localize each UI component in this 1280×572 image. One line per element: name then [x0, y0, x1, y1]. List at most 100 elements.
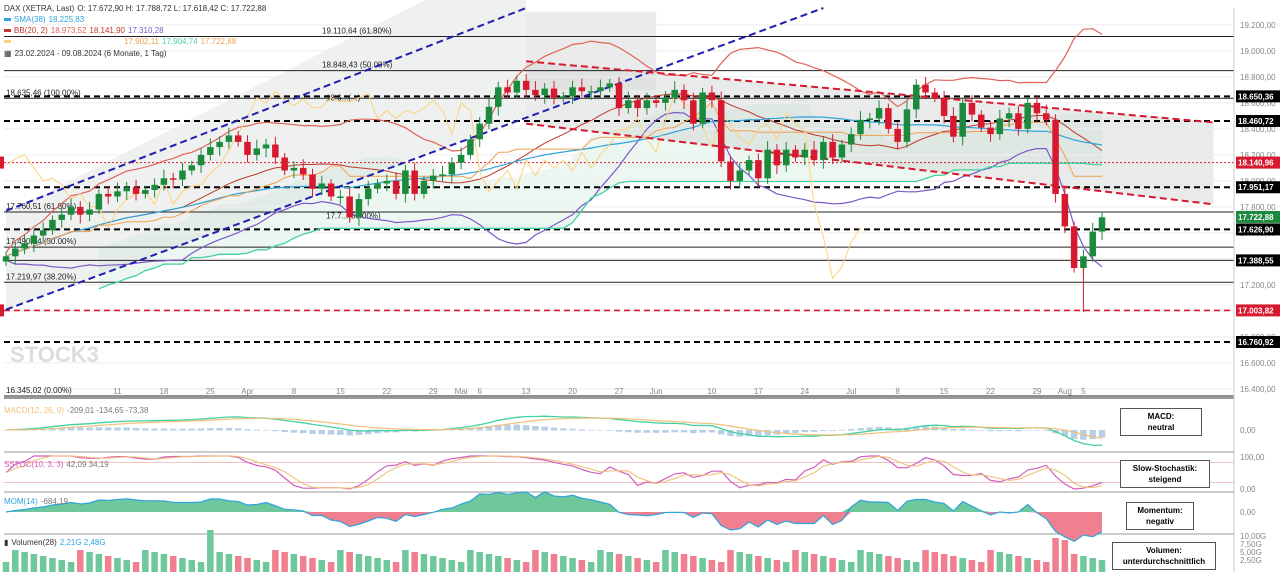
candle: [894, 128, 901, 142]
candle: [281, 157, 288, 171]
candle: [123, 187, 130, 192]
volume-bar: [847, 562, 855, 572]
macd-hist-bar: [912, 426, 920, 431]
macd-hist-bar: [560, 428, 567, 431]
candle: [829, 141, 836, 158]
volume-bar: [773, 560, 781, 572]
volume-bar: [634, 558, 641, 572]
macd-hist-bar: [690, 430, 697, 434]
candle: [77, 206, 84, 215]
fib-label: 18.635,46 (100.00%): [6, 88, 81, 97]
price-tag: [1236, 156, 1280, 169]
macd-hist-bar: [978, 430, 985, 431]
macd-hist-bar: [123, 427, 130, 431]
candle: [652, 100, 660, 103]
candle: [1089, 231, 1096, 257]
vol-box: Volumen: unterdurchschnittlich: [1112, 542, 1216, 570]
volume-bar: [1043, 562, 1050, 572]
macd-hist-bar: [1005, 430, 1013, 431]
volume-bar: [309, 558, 316, 572]
candle: [290, 167, 298, 171]
macd-hist-bar: [643, 430, 651, 433]
x-tick-label: 15: [940, 387, 949, 396]
candle: [476, 123, 483, 140]
volume-bar: [866, 552, 874, 572]
volume-bar: [430, 556, 437, 572]
volume-bar: [727, 550, 734, 572]
macd-hist-bar: [77, 427, 84, 431]
volume-bar: [1052, 538, 1059, 572]
macd-hist-bar: [792, 430, 799, 433]
candle: [21, 243, 28, 249]
candle: [699, 92, 706, 124]
legend-symbol: DAX (XETRA, Last) O: 17.672,90 H: 17.788,…: [4, 4, 269, 13]
candle: [1015, 113, 1022, 129]
volume-bar: [625, 556, 632, 572]
macd-hist-bar: [216, 428, 223, 431]
watermark: STOCK3: [10, 342, 99, 367]
momentum-line: [5, 491, 1103, 542]
volume-bar: [903, 560, 911, 572]
volume-bar: [253, 560, 261, 572]
mom-box: Momentum: negativ: [1126, 502, 1194, 530]
volume-bar: [95, 554, 103, 572]
volume-bar: [504, 558, 511, 572]
x-tick-label: 24: [800, 387, 809, 396]
y-tick-label: 18.200,00: [1240, 151, 1276, 160]
volume-bar: [142, 550, 149, 572]
macd-hist-bar: [996, 430, 1004, 432]
macd-hist-bar: [476, 426, 483, 431]
macd-hist-bar: [597, 430, 604, 431]
macd-hist-bar: [922, 426, 929, 431]
y-tick-label: 19.200,00: [1240, 21, 1276, 30]
candle: [513, 80, 521, 93]
volume-bar: [606, 552, 613, 572]
momentum-positive: [6, 491, 1102, 512]
volume-bar: [12, 550, 19, 572]
volume-bar: [216, 552, 223, 572]
volume-bar: [764, 558, 771, 572]
x-tick-label: 27: [615, 387, 624, 396]
macd-hist-bar: [281, 430, 288, 433]
macd-hist-bar: [1015, 430, 1022, 432]
volume-bar: [411, 552, 418, 572]
macd-hist-bar: [513, 424, 521, 431]
stoch-d-line: [5, 455, 1103, 489]
candle: [392, 180, 400, 194]
macd-signal-line: [5, 417, 1103, 439]
x-tick-label: Jul: [846, 387, 856, 396]
volume-bar: [912, 562, 920, 572]
candle: [541, 88, 548, 96]
candle: [717, 100, 725, 162]
volume-bar: [838, 560, 846, 572]
macd-hist-bar: [104, 427, 112, 431]
volume-bar: [485, 554, 493, 572]
candle: [374, 183, 381, 189]
price-tag-label: 18.140,96: [1238, 159, 1274, 168]
macd-hist-bar: [67, 427, 75, 431]
volume-bar: [299, 556, 307, 572]
macd-hist-bar: [383, 430, 391, 433]
macd-hist-bar: [820, 430, 827, 431]
candle: [866, 118, 874, 120]
macd-hist-bar: [950, 429, 957, 431]
candle: [225, 135, 233, 142]
macd-hist-bar: [346, 430, 353, 436]
x-tick-label: 10: [707, 387, 716, 396]
volume-bar: [708, 560, 716, 572]
candle: [1033, 102, 1041, 114]
macd-hist-bar: [485, 425, 493, 431]
volume-bar: [346, 552, 353, 572]
volume-bar: [1015, 556, 1022, 572]
candle: [838, 144, 846, 158]
volume-bar: [207, 530, 214, 572]
macd-hist-bar: [504, 424, 511, 431]
volume-bar: [225, 554, 233, 572]
macd-hist-bar: [290, 430, 298, 433]
macd-hist-bar: [2, 430, 10, 431]
volume-bar: [699, 558, 706, 572]
vol-tick: 10,00G: [1240, 532, 1266, 541]
candle: [383, 180, 391, 184]
candle: [411, 170, 418, 194]
volume-bar: [374, 558, 381, 572]
